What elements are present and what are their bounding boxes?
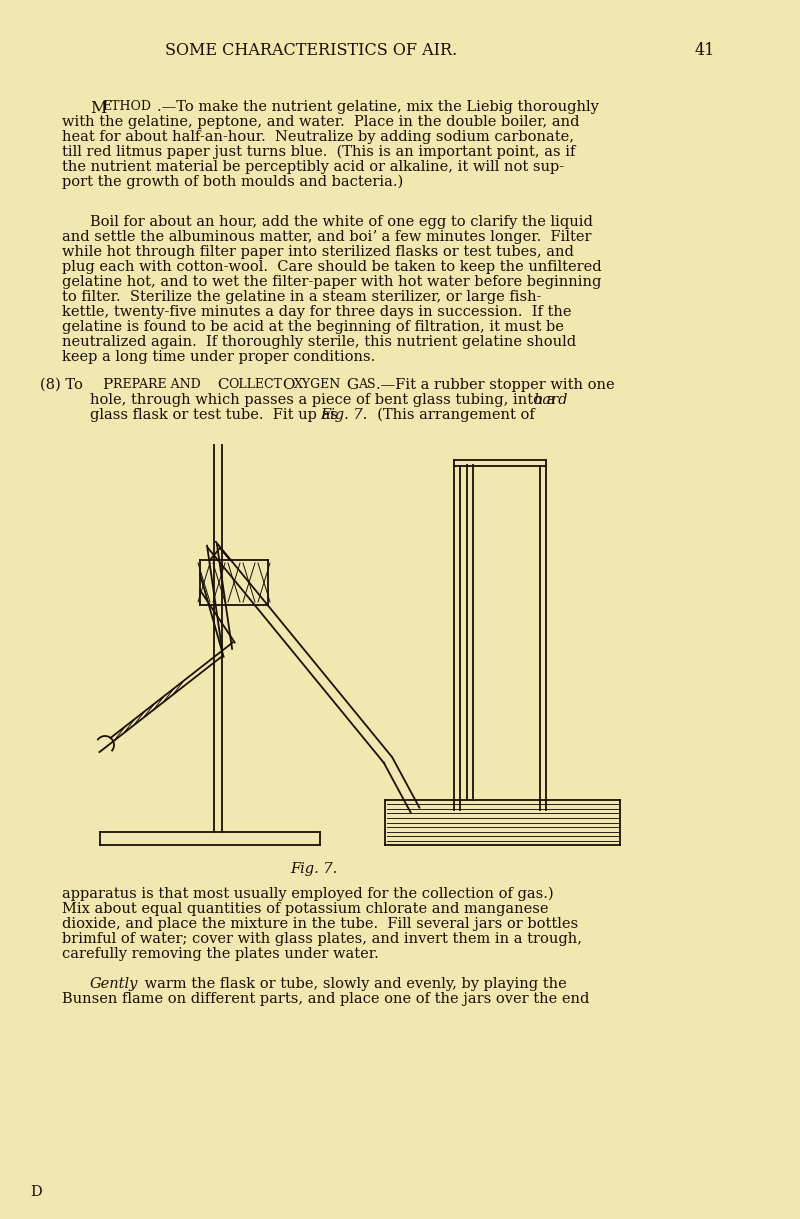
Text: Gently: Gently [90, 976, 138, 991]
Text: Fig. 7.: Fig. 7. [290, 862, 338, 876]
Text: 41: 41 [695, 41, 715, 59]
Text: warm the flask or tube, slowly and evenly, by playing the: warm the flask or tube, slowly and evenl… [140, 976, 566, 991]
Text: O: O [278, 378, 295, 393]
Text: to filter.  Sterilize the gelatine in a steam sterilizer, or large fish-: to filter. Sterilize the gelatine in a s… [62, 290, 542, 304]
Text: .—Fit a rubber stopper with one: .—Fit a rubber stopper with one [376, 378, 614, 393]
Text: Boil for about an hour, add the white of one egg to clarify the liquid: Boil for about an hour, add the white of… [90, 215, 593, 229]
Text: P: P [102, 378, 112, 393]
Text: port the growth of both moulds and bacteria.): port the growth of both moulds and bacte… [62, 176, 403, 189]
Text: (This arrangement of: (This arrangement of [368, 408, 534, 423]
Text: XYGEN: XYGEN [294, 378, 342, 391]
Text: .—To make the nutrient gelatine, mix the Liebig thoroughly: .—To make the nutrient gelatine, mix the… [157, 100, 599, 115]
Text: ETHOD: ETHOD [102, 100, 151, 113]
Text: with the gelatine, peptone, and water.  Place in the double boiler, and: with the gelatine, peptone, and water. P… [62, 115, 579, 129]
Text: brimful of water; cover with glass plates, and invert them in a trough,: brimful of water; cover with glass plate… [62, 933, 582, 946]
Text: SOME CHARACTERISTICS OF AIR.: SOME CHARACTERISTICS OF AIR. [165, 41, 458, 59]
Text: Mix about equal quantities of potassium chlorate and manganese: Mix about equal quantities of potassium … [62, 902, 549, 915]
Text: the nutrient material be perceptibly acid or alkaline, it will not sup-: the nutrient material be perceptibly aci… [62, 160, 564, 174]
Text: glass flask or test tube.  Fit up as: glass flask or test tube. Fit up as [90, 408, 342, 422]
Text: Bunsen flame on different parts, and place one of the jars over the end: Bunsen flame on different parts, and pla… [62, 992, 590, 1006]
Text: D: D [30, 1185, 42, 1199]
Text: while hot through filter paper into sterilized flasks or test tubes, and: while hot through filter paper into ster… [62, 245, 574, 258]
Text: keep a long time under proper conditions.: keep a long time under proper conditions… [62, 350, 375, 364]
Text: and settle the albuminous matter, and boiʼ a few minutes longer.  Filter: and settle the albuminous matter, and bo… [62, 230, 591, 244]
Text: heat for about half-an-hour.  Neutralize by adding sodium carbonate,: heat for about half-an-hour. Neutralize … [62, 130, 574, 144]
Text: carefully removing the plates under water.: carefully removing the plates under wate… [62, 947, 378, 961]
Text: C: C [213, 378, 230, 393]
Text: gelatine hot, and to wet the filter-paper with hot water before beginning: gelatine hot, and to wet the filter-pape… [62, 275, 602, 289]
Text: REPARE AND: REPARE AND [113, 378, 201, 391]
Text: dioxide, and place the mixture in the tube.  Fill several jars or bottles: dioxide, and place the mixture in the tu… [62, 917, 578, 931]
Text: (8) To: (8) To [40, 378, 87, 393]
Text: G: G [342, 378, 359, 393]
Text: Fig. 7.: Fig. 7. [320, 408, 367, 422]
Text: hard: hard [533, 393, 567, 407]
Text: apparatus is that most usually employed for the collection of gas.): apparatus is that most usually employed … [62, 887, 554, 901]
Text: neutralized again.  If thoroughly sterile, this nutrient gelatine should: neutralized again. If thoroughly sterile… [62, 335, 576, 349]
Text: plug each with cotton-wool.  Care should be taken to keep the unfiltered: plug each with cotton-wool. Care should … [62, 260, 602, 274]
Text: till red litmus paper just turns blue.  (This is an important point, as if: till red litmus paper just turns blue. (… [62, 145, 575, 160]
Text: AS: AS [358, 378, 375, 391]
Text: gelatine is found to be acid at the beginning of filtration, it must be: gelatine is found to be acid at the begi… [62, 321, 564, 334]
Text: OLLECT: OLLECT [228, 378, 282, 391]
Text: kettle, twenty-five minutes a day for three days in succession.  If the: kettle, twenty-five minutes a day for th… [62, 305, 571, 319]
Text: M: M [90, 100, 106, 117]
Text: hole, through which passes a piece of bent glass tubing, into a: hole, through which passes a piece of be… [90, 393, 560, 407]
